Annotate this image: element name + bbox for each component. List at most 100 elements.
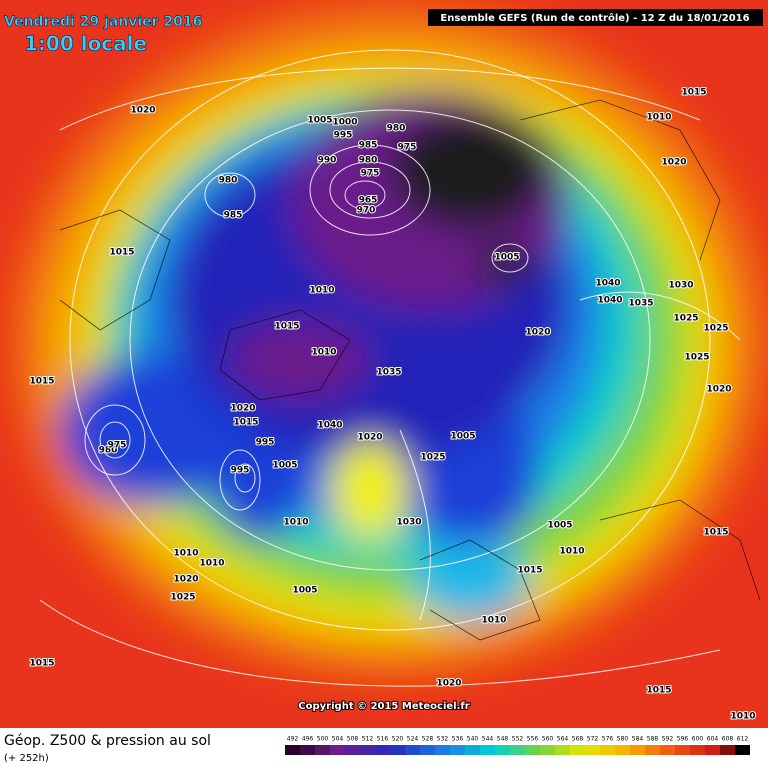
legend-swatch [390,745,405,755]
legend-swatch [285,745,300,755]
legend-swatch [615,745,630,755]
isobar-label: 980 [359,156,378,166]
isobar-label: 1030 [396,518,421,528]
isobar-label: 1010 [309,286,334,296]
isobar-label: 1040 [597,296,622,306]
legend-label: 592 [662,736,674,743]
isobar-label: 965 [359,196,378,206]
legend-swatch [525,745,540,755]
isobar-label: 975 [108,441,127,451]
legend-swatch [375,745,390,755]
run-banner [428,9,763,26]
isobar-label: 1040 [595,279,620,289]
legend-swatch [315,745,330,755]
isobar-label: 995 [256,438,275,448]
legend-label: 524 [407,736,419,743]
legend-swatch [540,745,555,755]
legend-label: 588 [647,736,659,743]
isobar-label: 1010 [283,518,308,528]
isobar-label: 1015 [646,686,671,696]
isobar-label: 1025 [673,314,698,324]
legend-label: 544 [482,736,494,743]
isobar-label: 1015 [681,88,706,98]
copyright: Copyright © 2015 Meteociel.fr [298,701,469,712]
legend-label: 560 [542,736,554,743]
legend-label: 564 [557,736,569,743]
legend-swatch [360,745,375,755]
isobar-label: 1015 [517,566,542,576]
legend-swatch [705,745,720,755]
isobar-label: 1025 [170,593,195,603]
legend-label: 508 [347,736,359,743]
legend-label: 584 [632,736,644,743]
isobar-label: 995 [334,131,353,141]
isobar-label: 1030 [668,281,693,291]
legend-label: 572 [587,736,599,743]
isobar-label: 1015 [233,418,258,428]
legend-swatch [510,745,525,755]
legend-label: 540 [467,736,479,743]
isobar-label: 975 [398,143,417,153]
isobar-label: 1005 [494,253,519,263]
isobar-label: 1000 [332,118,357,128]
isobar-label: 1010 [730,712,755,722]
legend-label: 512 [362,736,374,743]
legend-label: 556 [527,736,539,743]
legend-swatch [735,745,750,755]
isobar-label: 985 [224,211,243,221]
isobar-label: 995 [231,466,250,476]
isobar-label: 1005 [450,432,475,442]
footer-lead: (+ 252h) [4,753,49,764]
isobar-label: 1005 [272,461,297,471]
isobar-label: 1015 [109,248,134,258]
isobar-label: 1010 [646,113,671,123]
isobar-label: 1035 [628,299,653,309]
legend-label: 532 [437,736,449,743]
isobar-label: 1025 [420,453,445,463]
legend-label: 520 [392,736,404,743]
isobar-label: 1035 [376,368,401,378]
legend-swatch [420,745,435,755]
legend-swatch [720,745,735,755]
run-info: Ensemble GEFS (Run de contrôle) - 12 Z d… [440,12,749,24]
isobar-label: 1040 [317,421,342,431]
isobar-label: 1020 [130,106,155,116]
legend-swatch [345,745,360,755]
isobar-label: 1015 [703,528,728,538]
isobar-label: 980 [219,176,238,186]
legend-label: 608 [722,736,734,743]
legend-label: 504 [332,736,344,743]
legend-swatch [645,745,660,755]
isobar-label: 1020 [230,404,255,414]
legend-swatch [450,745,465,755]
isobar-label: 1005 [547,521,572,531]
forecast-time: 1:00 locale [24,32,147,56]
isobar-label: 1010 [481,616,506,626]
legend-swatch [300,745,315,755]
isobar-label: 1010 [199,559,224,569]
isobar-label: 1020 [436,679,461,689]
isobar-label: 990 [318,156,337,166]
isobar-label: 1005 [292,586,317,596]
isobar-label: 1020 [357,433,382,443]
legend-label: 576 [602,736,614,743]
legend-swatch [630,745,645,755]
isobar-label: 970 [357,206,376,216]
isobar-label: 1010 [559,547,584,557]
coastlines [59,99,761,641]
isobar-label: 1020 [173,575,198,585]
isobar-label: 1025 [684,353,709,363]
legend-swatch [690,745,705,755]
isobar-label: 1020 [525,328,550,338]
isobar-label: 1005 [307,116,332,126]
legend-swatch [555,745,570,755]
legend-swatch [570,745,585,755]
color-legend: 492 496 500 504 508 512 516 520 524 528 532 536 540 5… [285,736,750,755]
isobar-label: 1025 [703,324,728,334]
isobar-label: 1010 [173,549,198,559]
footer-title: Géop. Z500 & pression au sol [4,733,211,749]
isobar-label: 1015 [29,659,54,669]
isobars [39,49,741,687]
